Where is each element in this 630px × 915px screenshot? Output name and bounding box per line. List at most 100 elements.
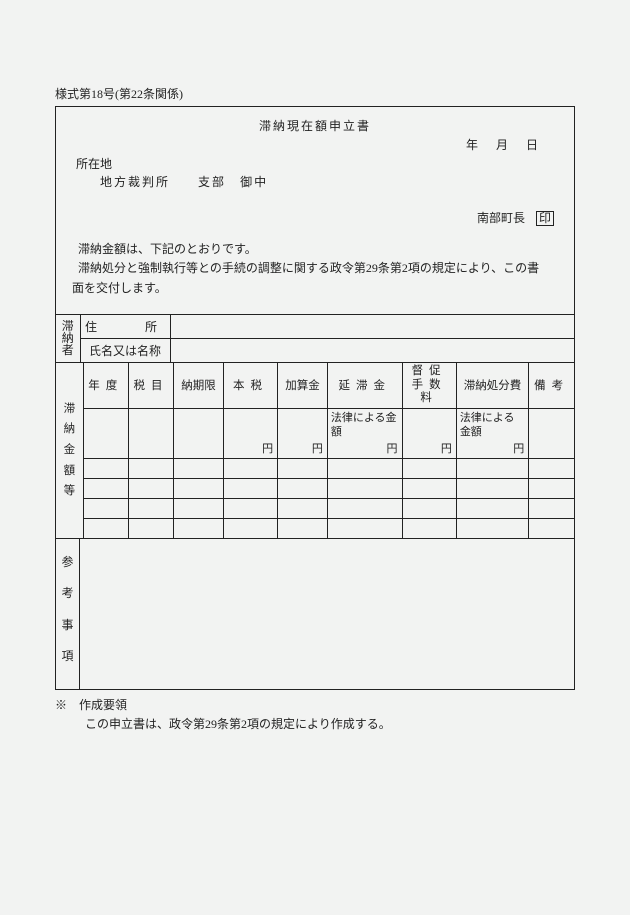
- date-month: 月: [496, 138, 526, 152]
- cell-arrear[interactable]: [327, 499, 402, 519]
- cell-disp[interactable]: 法律による金額円: [456, 409, 528, 459]
- branch-label: 支部: [198, 175, 226, 189]
- col-tax: 税目: [128, 363, 173, 409]
- table-row: 円 円 法律による金額円 円 法律による金額円: [56, 409, 574, 459]
- cell-add[interactable]: [278, 459, 328, 479]
- footnote-line-1: ※ 作成要領: [55, 696, 575, 715]
- cell-due[interactable]: [174, 499, 224, 519]
- cell-fee[interactable]: [402, 459, 456, 479]
- cell-main[interactable]: [223, 459, 277, 479]
- form-reference: 様式第18号(第22条関係): [55, 85, 575, 102]
- reference-block: 参考事項: [56, 539, 574, 689]
- law-note: 法律による金額: [331, 412, 397, 438]
- cell-tax[interactable]: [128, 499, 173, 519]
- cell-year[interactable]: [83, 479, 128, 499]
- cell-due[interactable]: [174, 479, 224, 499]
- yen-label: 円: [262, 440, 273, 456]
- cell-tax[interactable]: [128, 479, 173, 499]
- cell-arrear[interactable]: [327, 519, 402, 539]
- col-arrear: 延滞金: [327, 363, 402, 409]
- amount-group-label: 滞納金額等: [56, 363, 83, 539]
- cell-disp[interactable]: [456, 499, 528, 519]
- body-line-2: 滞納処分と強制執行等との手続の調整に関する政令第29条第2項の規定により、この書: [78, 259, 558, 278]
- col-remark: 備考: [529, 363, 574, 409]
- cell-tax[interactable]: [128, 519, 173, 539]
- cell-disp[interactable]: [456, 479, 528, 499]
- court-name: 地方裁判所: [100, 175, 170, 189]
- obligor-group-label: 滞納者: [56, 314, 80, 362]
- yen-label: 円: [513, 440, 524, 456]
- obligor-name-value[interactable]: [170, 338, 574, 362]
- cell-tax[interactable]: [128, 409, 173, 459]
- cell-fee[interactable]: [402, 519, 456, 539]
- cell-add[interactable]: [278, 479, 328, 499]
- location-label: 所在地: [76, 155, 560, 173]
- col-disp: 滞納処分費: [456, 363, 528, 409]
- date-row: 年月日: [70, 136, 560, 153]
- footnote: ※ 作成要領 この申立書は、政令第29条第2項の規定により作成する。: [55, 696, 575, 734]
- reference-body[interactable]: [80, 539, 574, 689]
- addressee-block: 所在地 地方裁判所 支部 御中: [70, 155, 560, 191]
- cell-main[interactable]: [223, 519, 277, 539]
- cell-remark[interactable]: [529, 519, 574, 539]
- amount-grid: 滞納金額等 年度 税目 納期限 本税 加算金 延滞金 督促手数料 滞納処分費 備…: [56, 363, 574, 539]
- cell-fee[interactable]: [402, 499, 456, 519]
- obligor-address-label: 住 所: [80, 314, 170, 338]
- onchu: 御中: [240, 175, 268, 189]
- date-day: 日: [526, 138, 556, 152]
- cell-year[interactable]: [83, 519, 128, 539]
- cell-add[interactable]: [278, 499, 328, 519]
- cell-disp[interactable]: [456, 519, 528, 539]
- body-line-1: 滞納金額は、下記のとおりです。: [78, 240, 558, 259]
- cell-tax[interactable]: [128, 459, 173, 479]
- footnote-line-2: この申立書は、政令第29条第2項の規定により作成する。: [85, 715, 575, 734]
- cell-main[interactable]: [223, 479, 277, 499]
- yen-label: 円: [312, 440, 323, 456]
- cell-fee[interactable]: 円: [402, 409, 456, 459]
- cell-year[interactable]: [83, 409, 128, 459]
- cell-arrear[interactable]: 法律による金額円: [327, 409, 402, 459]
- col-add: 加算金: [278, 363, 328, 409]
- document-title: 滞納現在額申立書: [70, 117, 560, 134]
- body-text: 滞納金額は、下記のとおりです。 滞納処分と強制執行等との手続の調整に関する政令第…: [72, 240, 558, 298]
- issuer-row: 南部町長 印: [70, 209, 554, 226]
- body-line-3: 面を交付します。: [72, 279, 558, 298]
- cell-main[interactable]: 円: [223, 409, 277, 459]
- obligor-name-label: 氏名又は名称: [80, 338, 170, 362]
- obligor-address-value[interactable]: [170, 314, 574, 338]
- col-year: 年度: [83, 363, 128, 409]
- cell-add[interactable]: 円: [278, 409, 328, 459]
- table-row: [56, 459, 574, 479]
- cell-fee[interactable]: [402, 479, 456, 499]
- yen-label: 円: [387, 440, 398, 456]
- court-line: 地方裁判所 支部 御中: [100, 173, 560, 191]
- table-row: [56, 499, 574, 519]
- cell-due[interactable]: [174, 409, 224, 459]
- obligor-table: 滞納者 住 所 氏名又は名称: [56, 314, 574, 363]
- yen-label: 円: [441, 440, 452, 456]
- cell-arrear[interactable]: [327, 479, 402, 499]
- cell-due[interactable]: [174, 519, 224, 539]
- cell-add[interactable]: [278, 519, 328, 539]
- col-main: 本税: [223, 363, 277, 409]
- cell-remark[interactable]: [529, 479, 574, 499]
- cell-year[interactable]: [83, 499, 128, 519]
- cell-remark[interactable]: [529, 409, 574, 459]
- reference-label: 参考事項: [56, 539, 80, 689]
- cell-main[interactable]: [223, 499, 277, 519]
- cell-due[interactable]: [174, 459, 224, 479]
- col-fee: 督促手数料: [402, 363, 456, 409]
- date-year: 年: [466, 138, 496, 152]
- header-block: 滞納現在額申立書 年月日 所在地 地方裁判所 支部 御中 南部町長 印 滞納金額…: [56, 107, 574, 314]
- col-due: 納期限: [174, 363, 224, 409]
- cell-arrear[interactable]: [327, 459, 402, 479]
- mayor-title: 南部町長: [477, 211, 525, 225]
- cell-disp[interactable]: [456, 459, 528, 479]
- table-row: [56, 519, 574, 539]
- cell-year[interactable]: [83, 459, 128, 479]
- cell-remark[interactable]: [529, 459, 574, 479]
- cell-remark[interactable]: [529, 499, 574, 519]
- seal-mark: 印: [536, 211, 554, 226]
- law-note: 法律による金額: [460, 412, 515, 438]
- form-container: 滞納現在額申立書 年月日 所在地 地方裁判所 支部 御中 南部町長 印 滞納金額…: [55, 106, 575, 690]
